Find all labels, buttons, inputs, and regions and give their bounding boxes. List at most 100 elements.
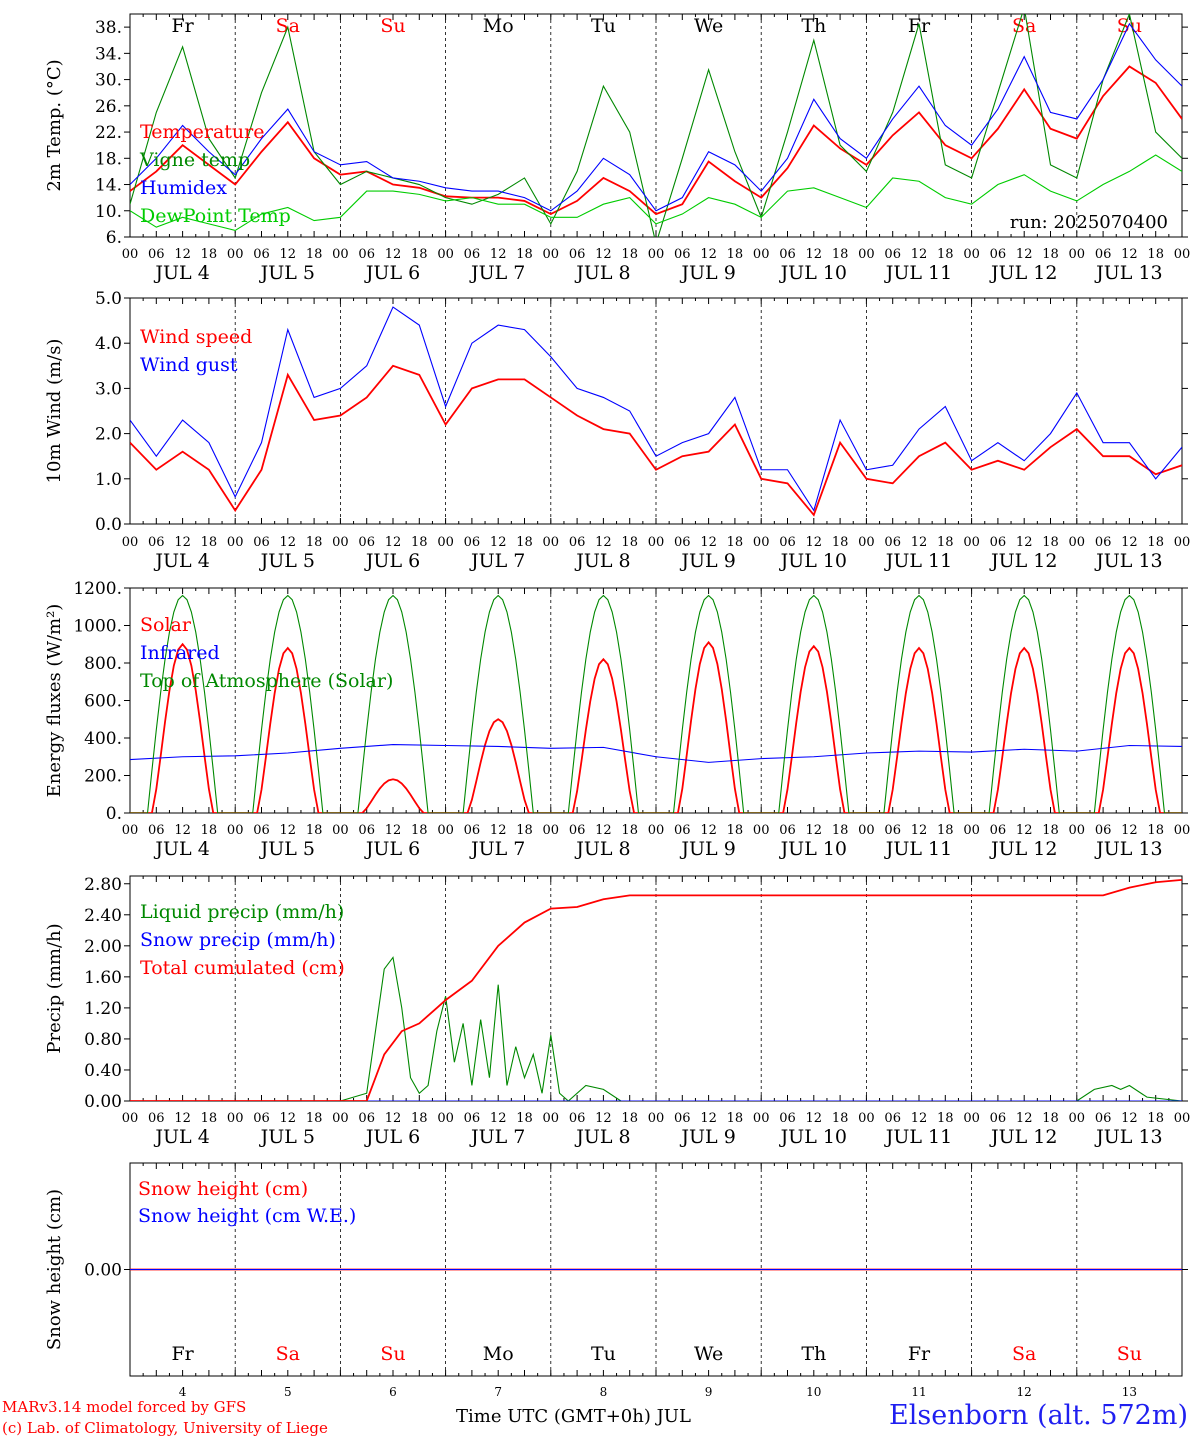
x-date-label: JUL 13 <box>1094 550 1162 572</box>
legend-entry: Solar <box>140 614 192 636</box>
x-hour-label: 06 <box>569 535 586 550</box>
x-hour-label: 06 <box>779 1111 796 1126</box>
x-hour-label: 06 <box>253 823 270 838</box>
y-tick-label: 200. <box>84 767 122 787</box>
x-hour-label: 00 <box>227 823 244 838</box>
x-date-label: JUL 6 <box>364 262 420 284</box>
x-hour-label: 06 <box>674 535 691 550</box>
day-number-label: 9 <box>705 1385 713 1399</box>
x-hour-label: 12 <box>385 1111 402 1126</box>
x-date-label: JUL 12 <box>989 262 1057 284</box>
x-hour-label: 00 <box>648 823 665 838</box>
series-line <box>130 65 1182 216</box>
x-hour-label: 06 <box>1095 823 1112 838</box>
x-date-label: JUL 13 <box>1094 262 1162 284</box>
x-hour-label: 18 <box>1147 535 1164 550</box>
x-date-label: JUL 8 <box>574 262 630 284</box>
x-hour-label: 18 <box>201 1111 218 1126</box>
y-tick-label: 0.0 <box>95 515 122 535</box>
x-date-label: JUL 5 <box>259 838 315 860</box>
weekday-label: Su <box>1117 1343 1142 1365</box>
x-hour-label: 00 <box>543 535 560 550</box>
x-hour-label: 12 <box>1016 247 1033 262</box>
x-hour-label: 00 <box>122 1111 139 1126</box>
x-hour-label: 06 <box>464 1111 481 1126</box>
x-hour-label: 12 <box>911 535 928 550</box>
x-hour-label: 18 <box>621 247 638 262</box>
x-hour-label: 00 <box>753 823 770 838</box>
weekday-label: Mo <box>483 1343 514 1365</box>
x-hour-label: 12 <box>1121 535 1138 550</box>
x-hour-label: 18 <box>306 247 323 262</box>
day-number-label: 6 <box>389 1385 397 1399</box>
y-axis-label: Precip (mm/h) <box>44 923 65 1053</box>
x-hour-label: 00 <box>1069 535 1086 550</box>
x-hour-label: 18 <box>727 823 744 838</box>
x-hour-label: 18 <box>411 247 428 262</box>
x-hour-label: 00 <box>543 823 560 838</box>
x-hour-label: 06 <box>884 823 901 838</box>
x-date-label: JUL 4 <box>153 1126 209 1148</box>
x-hour-label: 12 <box>700 247 717 262</box>
x-hour-label: 00 <box>437 247 454 262</box>
x-hour-label: 12 <box>174 247 191 262</box>
x-hour-label: 00 <box>1069 823 1086 838</box>
x-hour-label: 18 <box>832 247 849 262</box>
x-hour-label: 00 <box>437 535 454 550</box>
x-hour-label: 18 <box>306 823 323 838</box>
x-hour-label: 12 <box>700 823 717 838</box>
x-hour-label: 06 <box>569 247 586 262</box>
x-hour-label: 18 <box>937 247 954 262</box>
x-hour-label: 18 <box>621 823 638 838</box>
x-date-label: JUL 9 <box>679 1126 735 1148</box>
x-hour-label: 12 <box>174 823 191 838</box>
y-tick-label: 1000. <box>73 617 122 637</box>
x-date-label: JUL 6 <box>364 838 420 860</box>
x-hour-label: 00 <box>1069 247 1086 262</box>
y-tick-label: 38. <box>95 18 122 38</box>
x-date-label: JUL 13 <box>1094 1126 1162 1148</box>
series-line <box>130 956 1182 1101</box>
x-hour-label: 00 <box>963 247 980 262</box>
series-layer <box>130 594 1182 813</box>
x-date-label: JUL 5 <box>259 262 315 284</box>
day-number-label: 12 <box>1017 1385 1032 1399</box>
x-hour-label: 18 <box>727 535 744 550</box>
weekday-label: Fr <box>908 1343 931 1365</box>
x-hour-label: 00 <box>122 247 139 262</box>
x-hour-label: 06 <box>358 535 375 550</box>
y-tick-label: 1.0 <box>95 470 122 490</box>
x-hour-label: 18 <box>937 1111 954 1126</box>
x-hour-label: 06 <box>884 1111 901 1126</box>
x-date-label: JUL 12 <box>989 838 1057 860</box>
x-hour-label: 12 <box>174 1111 191 1126</box>
x-hour-label: 12 <box>174 535 191 550</box>
x-hour-label: 12 <box>700 1111 717 1126</box>
x-hour-label: 06 <box>1095 535 1112 550</box>
x-hour-label: 00 <box>963 535 980 550</box>
x-hour-label: 18 <box>1042 247 1059 262</box>
x-hour-label: 00 <box>437 1111 454 1126</box>
y-tick-label: 5.0 <box>95 289 122 309</box>
x-hour-label: 12 <box>806 535 823 550</box>
x-hour-label: 00 <box>227 1111 244 1126</box>
x-hour-label: 12 <box>911 1111 928 1126</box>
x-hour-label: 06 <box>884 247 901 262</box>
x-hour-label: 18 <box>516 823 533 838</box>
x-hour-label: 06 <box>253 535 270 550</box>
x-date-label: JUL 12 <box>989 550 1057 572</box>
x-hour-label: 00 <box>858 823 875 838</box>
x-hour-label: 18 <box>727 247 744 262</box>
x-hour-label: 00 <box>648 535 665 550</box>
x-hour-label: 12 <box>1121 247 1138 262</box>
x-hour-label: 12 <box>595 535 612 550</box>
weekday-label: Fr <box>171 1343 194 1365</box>
x-hour-label: 00 <box>648 1111 665 1126</box>
x-hour-label: 00 <box>753 1111 770 1126</box>
x-date-label: JUL 7 <box>469 1126 525 1148</box>
day-number-label: 5 <box>284 1385 292 1399</box>
weekday-label: We <box>694 15 723 37</box>
x-hour-label: 00 <box>1174 535 1191 550</box>
x-date-label: JUL 4 <box>153 838 209 860</box>
